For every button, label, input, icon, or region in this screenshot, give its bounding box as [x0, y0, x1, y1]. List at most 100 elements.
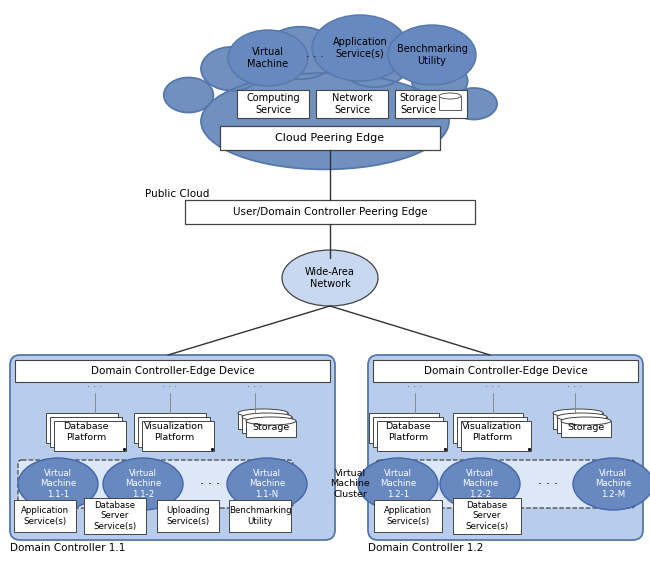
Bar: [54, 421, 126, 451]
Bar: [220, 126, 440, 150]
Ellipse shape: [553, 409, 603, 417]
Bar: [561, 421, 611, 437]
Bar: [439, 96, 461, 110]
Bar: [453, 498, 521, 534]
Bar: [50, 417, 122, 447]
Bar: [377, 421, 447, 451]
Bar: [395, 90, 467, 118]
Text: Virtual
Machine
1.2-1: Virtual Machine 1.2-1: [380, 469, 416, 499]
Bar: [185, 200, 475, 224]
Text: Virtual
Machine
1.2-M: Virtual Machine 1.2-M: [595, 469, 631, 499]
Text: · · ·: · · ·: [538, 477, 558, 490]
Bar: [229, 500, 291, 532]
Ellipse shape: [388, 25, 476, 85]
Ellipse shape: [103, 458, 183, 510]
Text: Wide-Area
Network: Wide-Area Network: [305, 267, 355, 289]
Ellipse shape: [201, 47, 263, 91]
Text: · · ·: · · ·: [87, 382, 103, 392]
Text: Storage: Storage: [252, 424, 290, 433]
Ellipse shape: [358, 458, 438, 510]
Text: · · ·: · · ·: [200, 477, 220, 490]
Ellipse shape: [228, 30, 308, 86]
FancyBboxPatch shape: [10, 355, 335, 540]
Bar: [373, 417, 443, 447]
Text: Domain Controller 1.2: Domain Controller 1.2: [368, 543, 484, 553]
FancyBboxPatch shape: [376, 460, 635, 508]
Text: Visualization
Platform: Visualization Platform: [462, 422, 522, 442]
Ellipse shape: [282, 250, 378, 306]
Text: Database
Server
Service(s): Database Server Service(s): [94, 501, 136, 531]
Text: Storage
Service: Storage Service: [399, 93, 437, 115]
Bar: [374, 500, 442, 532]
Bar: [457, 417, 527, 447]
Bar: [237, 90, 309, 118]
Bar: [453, 413, 523, 443]
Bar: [134, 413, 206, 443]
Text: Database
Platform: Database Platform: [63, 422, 109, 442]
Bar: [369, 413, 439, 443]
Text: Database
Platform: Database Platform: [385, 422, 431, 442]
Text: Computing
Service: Computing Service: [246, 93, 300, 115]
Text: · · ·: · · ·: [162, 382, 177, 392]
Bar: [15, 360, 330, 382]
Text: Storage: Storage: [567, 424, 605, 433]
Text: Application
Service(s): Application Service(s): [384, 506, 432, 526]
FancyBboxPatch shape: [18, 460, 293, 508]
Bar: [14, 500, 76, 532]
Ellipse shape: [227, 458, 307, 510]
Ellipse shape: [164, 78, 213, 112]
Bar: [246, 421, 296, 437]
Text: User/Domain Controller Peering Edge: User/Domain Controller Peering Edge: [233, 207, 427, 217]
Bar: [46, 413, 118, 443]
Text: Virtual
Machine
1.1-1: Virtual Machine 1.1-1: [40, 469, 76, 499]
Ellipse shape: [246, 417, 296, 425]
Text: Virtual
Machine
1.2-2: Virtual Machine 1.2-2: [462, 469, 498, 499]
Text: Application
Service(s): Application Service(s): [333, 37, 387, 59]
Ellipse shape: [557, 413, 607, 421]
Bar: [316, 90, 388, 118]
Text: Domain Controller-Edge Device: Domain Controller-Edge Device: [424, 366, 588, 376]
Text: · · ·: · · ·: [248, 382, 263, 392]
Ellipse shape: [439, 93, 461, 99]
Text: Virtual
Machine
Cluster: Virtual Machine Cluster: [330, 469, 370, 499]
Text: Uploading
Service(s): Uploading Service(s): [166, 506, 210, 526]
Ellipse shape: [450, 88, 497, 120]
Ellipse shape: [573, 458, 650, 510]
Ellipse shape: [561, 417, 611, 425]
Ellipse shape: [412, 62, 467, 100]
Text: · · ·: · · ·: [567, 382, 582, 392]
Text: Domain Controller 1.1: Domain Controller 1.1: [10, 543, 125, 553]
Text: Public Cloud: Public Cloud: [145, 189, 209, 199]
Ellipse shape: [440, 458, 520, 510]
Text: Benchmarking
Utility: Benchmarking Utility: [396, 44, 467, 66]
Bar: [138, 417, 210, 447]
Ellipse shape: [201, 73, 449, 170]
Text: Virtual
Machine: Virtual Machine: [248, 47, 289, 69]
Ellipse shape: [238, 409, 288, 417]
Text: Cloud Peering Edge: Cloud Peering Edge: [276, 133, 385, 143]
Text: Visualization
Platform: Visualization Platform: [144, 422, 204, 442]
FancyBboxPatch shape: [368, 355, 643, 540]
Bar: [461, 421, 531, 451]
Bar: [157, 500, 219, 532]
Bar: [142, 421, 214, 451]
Bar: [242, 417, 292, 433]
Text: · · ·: · · ·: [306, 52, 324, 62]
Ellipse shape: [263, 27, 337, 79]
Text: · · ·: · · ·: [408, 382, 422, 392]
Bar: [238, 413, 288, 429]
Text: Virtual
Machine
1.1-N: Virtual Machine 1.1-N: [249, 469, 285, 499]
Ellipse shape: [18, 458, 98, 510]
Text: Domain Controller-Edge Device: Domain Controller-Edge Device: [91, 366, 254, 376]
Bar: [84, 498, 146, 534]
Bar: [557, 417, 607, 433]
Ellipse shape: [312, 15, 408, 81]
Text: Benchmarking
Utility: Benchmarking Utility: [229, 506, 291, 526]
Text: Application
Service(s): Application Service(s): [21, 506, 69, 526]
Ellipse shape: [341, 40, 409, 87]
Bar: [373, 360, 638, 382]
Text: Virtual
Machine
1.1-2: Virtual Machine 1.1-2: [125, 469, 161, 499]
Bar: [553, 413, 603, 429]
Text: · · ·: · · ·: [486, 382, 500, 392]
Text: Database
Server
Service(s): Database Server Service(s): [465, 501, 508, 531]
